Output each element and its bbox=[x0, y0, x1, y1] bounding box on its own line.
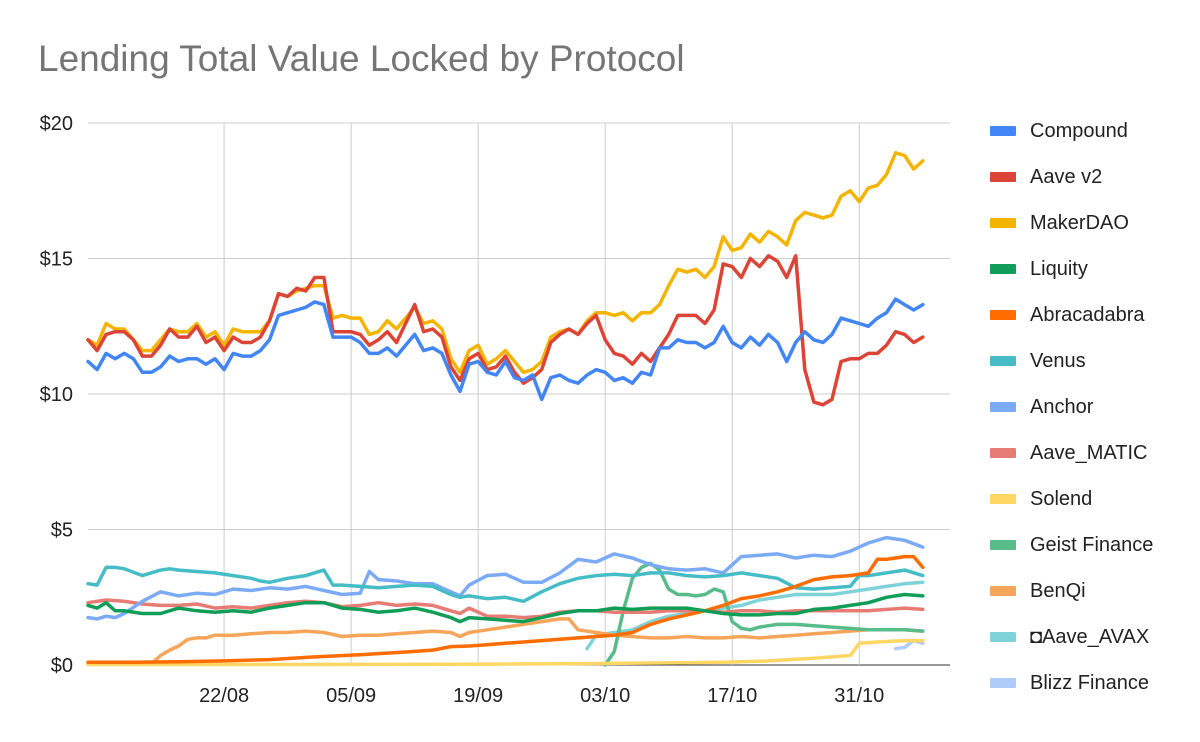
legend-swatch bbox=[990, 540, 1016, 550]
x-tick-label: 31/10 bbox=[834, 685, 884, 707]
legend-label: Compound bbox=[1030, 119, 1128, 142]
legend-label: BenQi bbox=[1030, 579, 1086, 602]
legend-item: Geist Finance bbox=[990, 522, 1153, 568]
series-line-aave-matic bbox=[86, 598, 925, 620]
series-line-makerdao bbox=[86, 151, 925, 375]
grid-lines bbox=[88, 122, 950, 666]
y-tick-label: $10 bbox=[40, 384, 73, 406]
x-axis-tick-labels: 22/08 05/09 19/09 03/10 17/10 31/10 bbox=[199, 685, 884, 707]
legend-item: BenQi bbox=[990, 568, 1153, 614]
legend-swatch bbox=[990, 310, 1016, 320]
y-axis-tick-labels: $0 $5 $10 $15 $20 bbox=[40, 113, 73, 677]
legend-swatch bbox=[990, 448, 1016, 458]
legend-item: Venus bbox=[990, 338, 1153, 384]
series-line-venus bbox=[86, 565, 925, 604]
legend-label: MakerDAO bbox=[1030, 211, 1129, 234]
legend-swatch bbox=[990, 264, 1016, 274]
series-line-geist-finance bbox=[603, 561, 925, 667]
legend-item: MakerDAO bbox=[990, 200, 1153, 246]
legend: Compound Aave v2 MakerDAO Liquity Abracadabr… bbox=[990, 108, 1153, 706]
x-tick-label: 22/08 bbox=[199, 685, 249, 707]
legend-label: Venus bbox=[1030, 349, 1086, 372]
legend-item: Blizz Finance bbox=[990, 660, 1153, 706]
legend-item: Aave_MATIC bbox=[990, 430, 1153, 476]
legend-item: Compound bbox=[990, 108, 1153, 154]
legend-label: Abracadabra bbox=[1030, 303, 1145, 326]
legend-label: Solend bbox=[1030, 487, 1093, 510]
legend-item: Liquity bbox=[990, 246, 1153, 292]
x-tick-label: 19/09 bbox=[453, 685, 503, 707]
legend-swatch bbox=[990, 494, 1016, 504]
series-lines bbox=[86, 151, 925, 667]
x-tick-label: 03/10 bbox=[580, 685, 630, 707]
series-line-anchor bbox=[86, 535, 925, 621]
legend-item: Anchor bbox=[990, 384, 1153, 430]
legend-item: Abracadabra bbox=[990, 292, 1153, 338]
series-line-aave-avax bbox=[585, 580, 925, 651]
chart-title: Lending Total Value Locked by Protocol bbox=[38, 38, 685, 79]
y-tick-label: $0 bbox=[51, 655, 73, 677]
legend-label: Blizz Finance bbox=[1030, 671, 1149, 694]
legend-swatch bbox=[990, 678, 1016, 688]
x-tick-label: 17/10 bbox=[707, 685, 757, 707]
legend-item: Aave v2 bbox=[990, 154, 1153, 200]
y-tick-label: $5 bbox=[51, 520, 73, 542]
legend-label: Geist Finance bbox=[1030, 533, 1154, 556]
legend-swatch bbox=[990, 632, 1016, 642]
legend-swatch bbox=[990, 402, 1016, 412]
series-line-liquity bbox=[86, 592, 925, 624]
legend-label: Aave v2 bbox=[1030, 165, 1103, 188]
legend-swatch bbox=[990, 218, 1016, 228]
legend-label: Liquity bbox=[1030, 257, 1088, 280]
series-line-compound bbox=[86, 297, 925, 402]
x-tick-label: 05/09 bbox=[326, 685, 376, 707]
series-line-abracadabra bbox=[86, 554, 925, 665]
series-line-benqi bbox=[149, 617, 925, 666]
legend-item: Solend bbox=[990, 476, 1153, 522]
line-chart: $0 $5 $10 $15 $20 22/08 05/09 19/09 03/10 17/10 3… bbox=[40, 113, 950, 707]
legend-swatch bbox=[990, 172, 1016, 182]
legend-label: Anchor bbox=[1030, 395, 1094, 418]
legend-swatch bbox=[990, 126, 1016, 136]
legend-swatch bbox=[990, 356, 1016, 366]
series-line-solend bbox=[86, 638, 925, 667]
legend-item: ◘Aave_AVAX bbox=[990, 614, 1153, 660]
legend-label: Aave_MATIC bbox=[1030, 441, 1148, 464]
legend-label: ◘Aave_AVAX bbox=[1030, 625, 1150, 648]
y-tick-label: $20 bbox=[40, 113, 73, 135]
legend-swatch bbox=[990, 586, 1016, 596]
series-line-aave-v2 bbox=[86, 254, 925, 407]
y-tick-label: $15 bbox=[40, 249, 73, 271]
